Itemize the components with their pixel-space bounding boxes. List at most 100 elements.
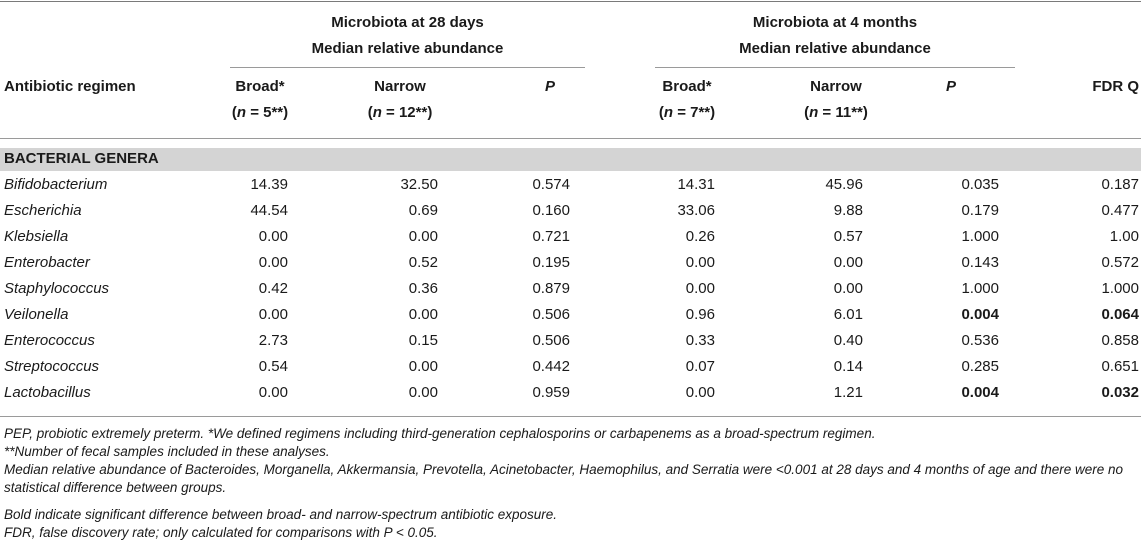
cell-genus: Bifidobacterium [4,176,108,193]
footnote-samples: **Number of fecal samples included in th… [4,444,330,459]
cell-narrow-28: 0.36 [408,280,438,297]
cell-p-4m: 1.000 [961,280,999,297]
row-label-header: Antibiotic regimen [4,78,136,95]
cell-p-28: 0.721 [532,228,570,245]
cell-genus: Enterobacter [4,254,90,271]
section-band [0,148,1141,171]
cell-p-28: 0.574 [532,176,570,193]
n-symbol: n [372,104,382,121]
table-row: Streptococcus 0.54 0.00 0.442 0.07 0.14 0.285 0… [0,354,1145,380]
cell-p-4m: 0.004 [961,306,999,323]
cell-fdr: 0.858 [1101,332,1139,349]
cell-narrow-28: 0.52 [408,254,438,271]
col-broad-28-n: (n = 5**) [231,104,289,121]
cell-narrow-4m: 45.96 [825,176,863,193]
cell-narrow-4m: 0.00 [833,254,863,271]
cell-genus: Staphylococcus [4,280,110,297]
table-row: Enterobacter 0.00 0.52 0.195 0.00 0.00 0.143 0.… [0,250,1145,276]
cell-fdr: 0.572 [1101,254,1139,271]
cell-broad-4m: 0.00 [685,254,715,271]
group-header-28-days: Microbiota at 28 days [331,14,484,31]
table-row: Klebsiella 0.00 0.00 0.721 0.26 0.57 1.000 1.00 [0,224,1145,250]
header-rule [0,138,1141,139]
col-fdr: FDR Q [1092,78,1139,95]
cell-p-28: 0.160 [532,202,570,219]
group-rule-4-months [655,67,1015,68]
cell-broad-4m: 14.31 [677,176,715,193]
n-symbol: n [809,104,819,121]
footnote-median: Median relative abundance of Bacteroides… [4,462,1124,495]
cell-broad-4m: 33.06 [677,202,715,219]
cell-narrow-28: 0.00 [408,358,438,375]
cell-narrow-4m: 6.01 [833,306,863,323]
cell-broad-28: 0.00 [258,384,288,401]
cell-p-4m: 0.004 [961,384,999,401]
cell-genus: Veilonella [4,306,69,323]
cell-broad-28: 44.54 [250,202,288,219]
cell-p-28: 0.879 [532,280,570,297]
cell-narrow-4m: 9.88 [833,202,863,219]
cell-broad-28: 0.42 [258,280,288,297]
table-row: Lactobacillus 0.00 0.00 0.959 0.00 1.21 0.004 0… [0,380,1145,406]
cell-broad-28: 14.39 [250,176,288,193]
cell-narrow-28: 32.50 [400,176,438,193]
group-rule-28-days [230,67,585,68]
cell-broad-4m: 0.00 [685,384,715,401]
cell-genus: Enterococcus [4,332,95,349]
cell-narrow-4m: 1.21 [833,384,863,401]
col-broad-28: Broad* [235,78,285,95]
cell-fdr: 0.064 [1101,306,1139,323]
cell-broad-4m: 0.07 [685,358,715,375]
group-subheader-4-months: Median relative abundance [739,40,931,57]
col-p-28: P [544,78,555,95]
col-narrow-28: Narrow [374,78,426,95]
cell-fdr: 0.032 [1101,384,1139,401]
cell-broad-28: 2.73 [258,332,288,349]
cell-narrow-4m: 0.14 [833,358,863,375]
cell-p-28: 0.959 [532,384,570,401]
cell-genus: Klebsiella [4,228,69,245]
n-symbol: n [663,104,674,121]
cell-p-28: 0.506 [532,332,570,349]
section-label: BACTERIAL GENERA [4,150,159,167]
cell-fdr: 0.477 [1101,202,1139,219]
cell-p-4m: 0.285 [961,358,999,375]
bottom-rule [0,416,1141,417]
cell-genus: Streptococcus [4,358,100,375]
cell-broad-4m: 0.26 [685,228,715,245]
cell-genus: Lactobacillus [4,384,91,401]
cell-fdr: 0.187 [1101,176,1139,193]
cell-broad-28: 0.54 [258,358,288,375]
col-narrow-4m: Narrow [810,78,862,95]
n-symbol: n [236,104,247,121]
cell-narrow-28: 0.00 [408,306,438,323]
table-row: Veilonella 0.00 0.00 0.506 0.96 6.01 0.004 0.06… [0,302,1145,328]
cell-p-4m: 0.143 [961,254,999,271]
col-p-4m: P [945,78,956,95]
top-rule [0,1,1141,2]
cell-narrow-4m: 0.40 [833,332,863,349]
cell-fdr: 1.00 [1109,228,1139,245]
col-narrow-4m-n: (n = 11**) [804,104,868,121]
cell-broad-28: 0.00 [258,228,288,245]
cell-narrow-28: 0.69 [408,202,438,219]
cell-p-28: 0.195 [532,254,570,271]
cell-p-4m: 0.035 [961,176,999,193]
footnote-bold: Bold indicate significant difference bet… [4,507,558,522]
col-broad-4m: Broad* [662,78,712,95]
footnote-pep: PEP, probiotic extremely preterm. *We de… [4,426,876,441]
col-broad-4m-n: (n = 7**) [658,104,716,121]
table-row: Bifidobacterium 14.39 32.50 0.574 14.31 45.96… [0,172,1145,198]
col-narrow-28-n: (n = 12**) [367,104,433,121]
table-row: Staphylococcus 0.42 0.36 0.879 0.00 0.00 1.000… [0,276,1145,302]
cell-p-4m: 0.536 [961,332,999,349]
table-row: Enterococcus 2.73 0.15 0.506 0.33 0.40 0.536 0.… [0,328,1145,354]
cell-p-4m: 1.000 [961,228,999,245]
group-subheader-28-days: Median relative abundance [311,40,504,57]
cell-broad-4m: 0.96 [685,306,715,323]
cell-narrow-28: 0.15 [408,332,438,349]
group-header-4-months: Microbiota at 4 months [752,14,918,31]
cell-p-28: 0.442 [532,358,570,375]
table-row: Escherichia 44.54 0.69 0.160 33.06 9.88 0.179 0… [0,198,1145,224]
cell-narrow-4m: 0.00 [833,280,863,297]
